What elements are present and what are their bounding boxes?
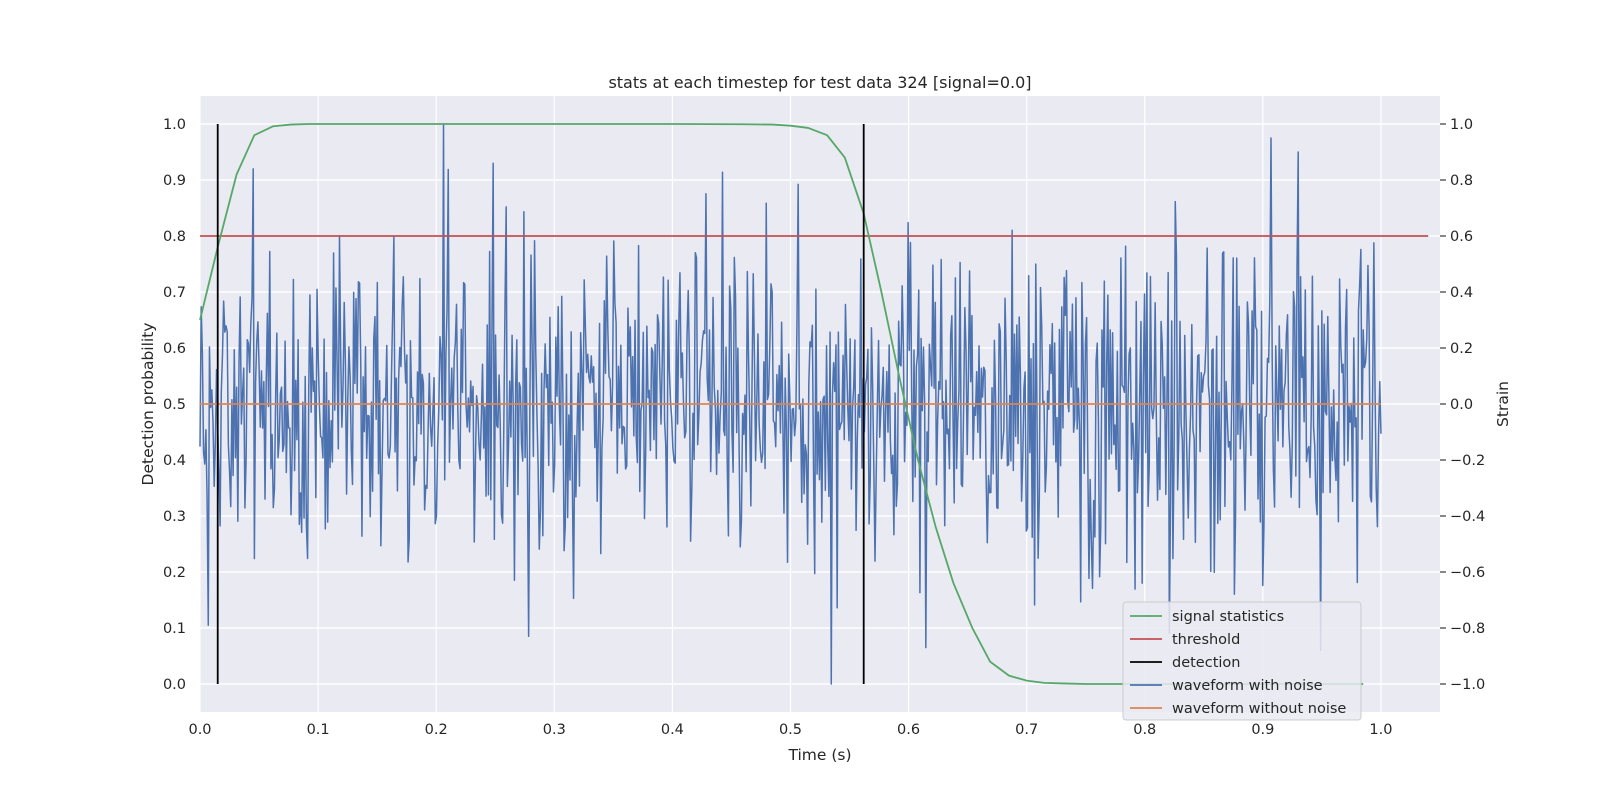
x-axis-ticks: 0.0 0.1 0.2 0.3 0.4 0.5 0.6 0.7 0.8 0.9 1.0 xyxy=(188,722,1392,738)
x-axis-label: Time (s) xyxy=(787,746,851,764)
legend-label-waveform-without-noise: waveform without noise xyxy=(1172,701,1346,717)
y-left-tick-label: 0.2 xyxy=(163,565,186,581)
legend-item-signal-statistics: signal statistics xyxy=(1130,609,1284,625)
legend-box xyxy=(1122,601,1362,721)
series-signal-statistics xyxy=(199,123,1364,685)
y-left-tick-label: 0.1 xyxy=(163,621,186,637)
x-tick-label: 1.0 xyxy=(1369,722,1392,738)
legend-label-threshold: threshold xyxy=(1172,632,1240,648)
y-left-tick-label: 0.9 xyxy=(163,173,186,189)
y-right-tick-label: 0.2 xyxy=(1450,341,1473,357)
y-right-tick-label: −0.2 xyxy=(1450,453,1485,469)
legend-item-waveform-with-noise: waveform with noise xyxy=(1130,678,1323,694)
y-left-tick-label: 0.4 xyxy=(163,453,186,469)
y-right-tick-label: 0.0 xyxy=(1450,397,1473,413)
y-right-axis-label: Strain xyxy=(1494,381,1512,427)
y-left-tick-label: 0.5 xyxy=(163,397,186,413)
x-tick-label: 0.7 xyxy=(1015,722,1038,738)
y-right-axis-ticks: −1.0 −0.8 −0.6 −0.4 −0.2 0.0 0.2 0.4 0.6 0.8 1.0 xyxy=(1440,117,1485,693)
y-right-tick-label: −1.0 xyxy=(1450,677,1485,693)
y-right-tick-label: −0.8 xyxy=(1450,621,1485,637)
x-tick-label: 0.8 xyxy=(1133,722,1156,738)
y-right-tick-label: 1.0 xyxy=(1450,117,1473,133)
x-tick-label: 0.5 xyxy=(779,722,802,738)
x-tick-label: 0.4 xyxy=(661,722,684,738)
legend: signal statistics threshold detection wa… xyxy=(1122,601,1362,721)
y-left-axis-label: Detection probability xyxy=(139,323,157,486)
legend-item-detection: detection xyxy=(1130,655,1240,671)
x-tick-label: 0.9 xyxy=(1251,722,1274,738)
series-waveform-with-noise xyxy=(199,123,1382,685)
x-tick-label: 0.6 xyxy=(897,722,920,738)
x-tick-label: 0.0 xyxy=(188,722,211,738)
x-tick-label: 0.1 xyxy=(307,722,330,738)
chart-title: stats at each timestep for test data 324… xyxy=(608,73,1031,92)
x-tick-label: 0.3 xyxy=(543,722,566,738)
plot-area xyxy=(199,123,1429,685)
legend-item-threshold: threshold xyxy=(1130,632,1240,648)
y-right-tick-label: −0.6 xyxy=(1450,565,1485,581)
y-left-tick-label: 0.3 xyxy=(163,509,186,525)
y-left-tick-label: 0.7 xyxy=(163,285,186,301)
legend-label-waveform-with-noise: waveform with noise xyxy=(1172,678,1323,694)
legend-label-signal-statistics: signal statistics xyxy=(1172,609,1284,625)
y-left-tick-label: 0.8 xyxy=(163,229,186,245)
y-right-tick-label: 0.6 xyxy=(1450,229,1473,245)
y-right-tick-label: 0.4 xyxy=(1450,285,1473,301)
y-right-tick-label: −0.4 xyxy=(1450,509,1485,525)
y-left-tick-label: 0.6 xyxy=(163,341,186,357)
y-right-tick-label: 0.8 xyxy=(1450,173,1473,189)
x-tick-label: 0.2 xyxy=(425,722,448,738)
legend-label-detection: detection xyxy=(1172,655,1240,671)
y-left-axis-ticks: 0.0 0.1 0.2 0.3 0.4 0.5 0.6 0.7 0.8 0.9 1.0 xyxy=(163,117,186,693)
y-left-tick-label: 1.0 xyxy=(163,117,186,133)
legend-item-waveform-without-noise: waveform without noise xyxy=(1130,701,1346,717)
y-left-tick-label: 0.0 xyxy=(163,677,186,693)
